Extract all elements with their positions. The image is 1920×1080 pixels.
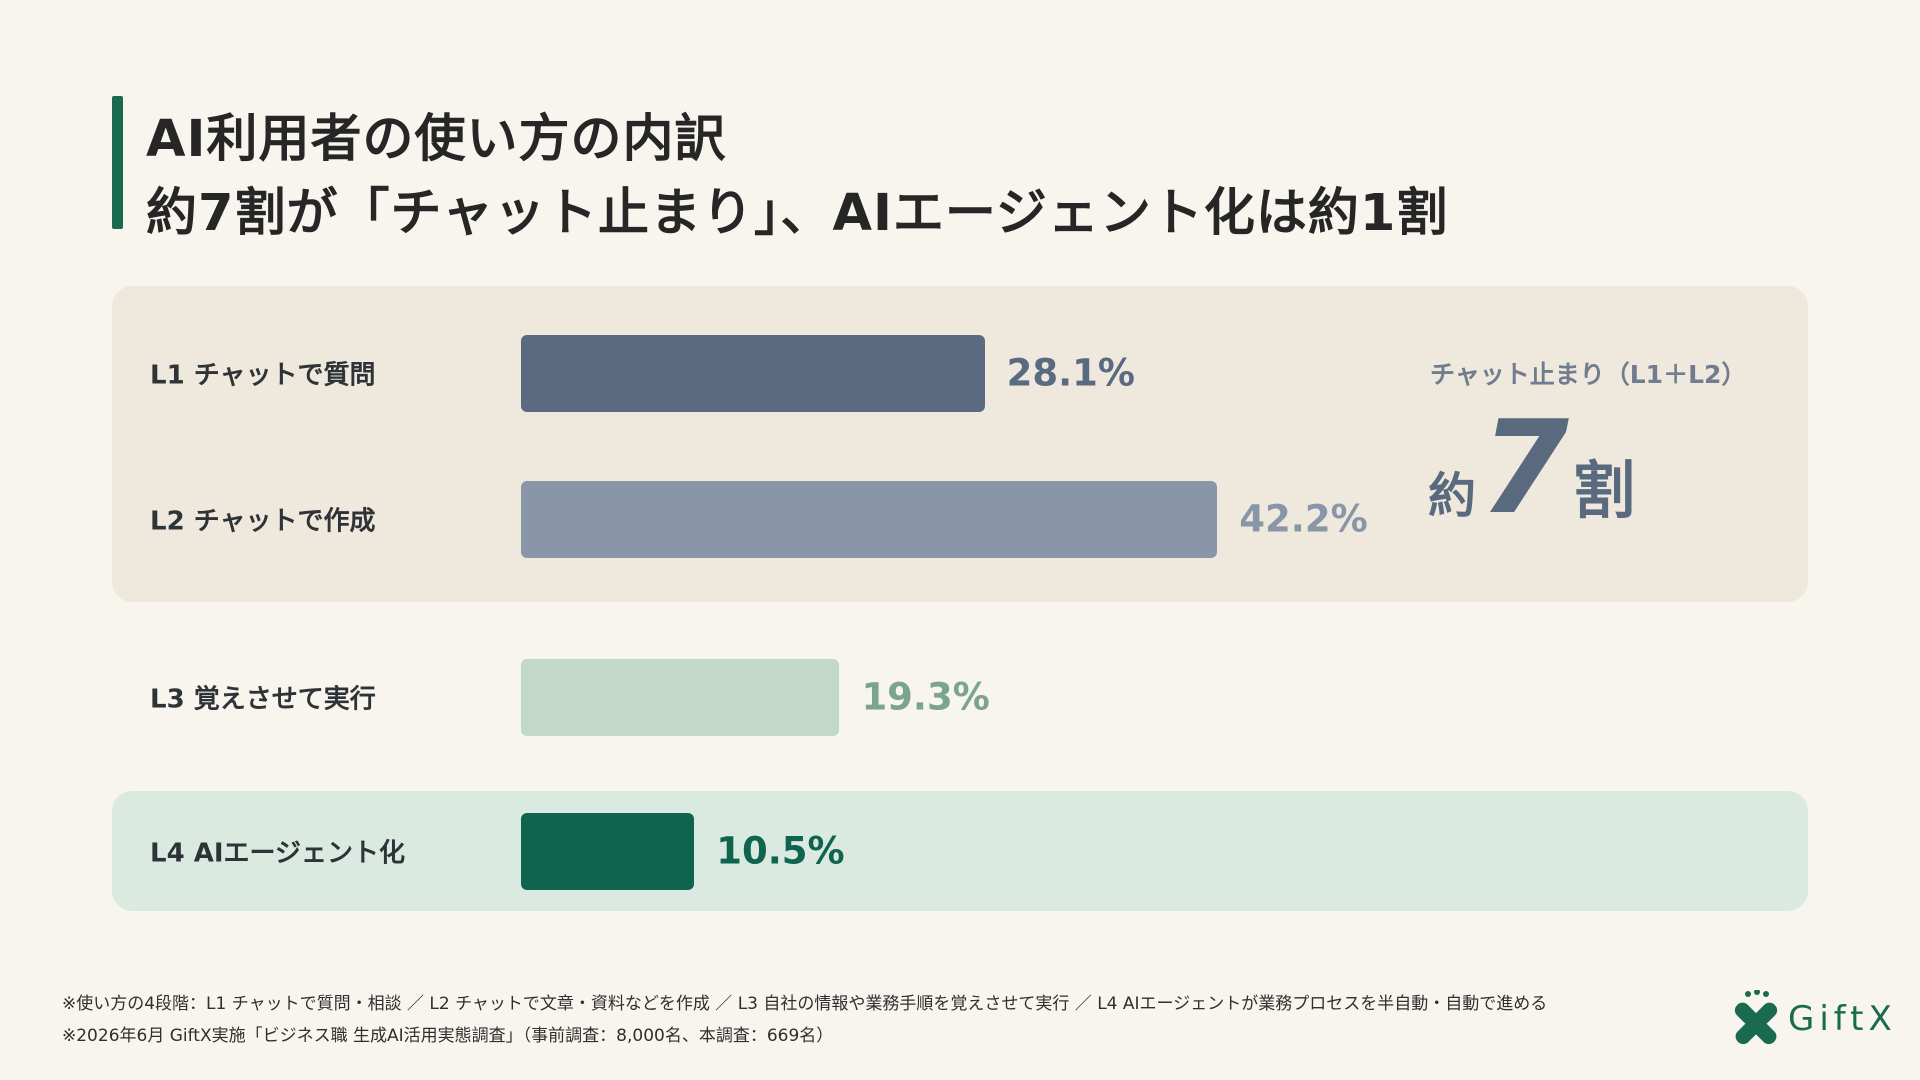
summary-label: チャット止まり（L1＋L2） (1430, 360, 1747, 389)
bar-l4 (521, 813, 695, 890)
bar-label-l3: L3 覚えさせて実行 (150, 684, 376, 715)
summary-value: 約7割 (1428, 405, 1635, 533)
value-label-l1: 28.1% (1006, 351, 1136, 395)
summary-suffix: 割 (1573, 454, 1636, 527)
page-subtitle: 約7割が「チャット止まり」、AIエージェント化は約1割 (146, 184, 1449, 243)
value-label-l2: 42.2% (1239, 497, 1368, 541)
bar-label-l4: L4 AIエージェント化 (150, 838, 405, 869)
summary-prefix: 約 (1428, 468, 1477, 524)
bar-label-l1: L1 チャットで質問 (150, 360, 376, 391)
bar-l1 (521, 335, 985, 412)
value-label-l4: 10.5% (716, 829, 845, 873)
page-title: AI利用者の使い方の内訳 (146, 110, 727, 169)
footnote-survey: ※2026年6月 GiftX実施「ビジネス職 生成AI活用実態調査」（事前調査：… (62, 1026, 834, 1046)
bar-l2 (521, 481, 1218, 558)
bar-label-l2: L2 チャットで作成 (150, 506, 376, 537)
giftx-logo-text: GiftX (1788, 999, 1897, 1039)
bar-l3 (521, 659, 840, 736)
summary-number: 7 (1480, 394, 1570, 543)
footnote-stages: ※使い方の4段階：L1 チャットで質問・相談 ／ L2 チャットで文章・資料など… (62, 994, 1548, 1014)
title-accent-bar (112, 96, 123, 229)
value-label-l3: 19.3% (861, 675, 990, 719)
giftx-logo-icon (1734, 990, 1778, 1045)
agent-highlight-panel (112, 791, 1808, 911)
